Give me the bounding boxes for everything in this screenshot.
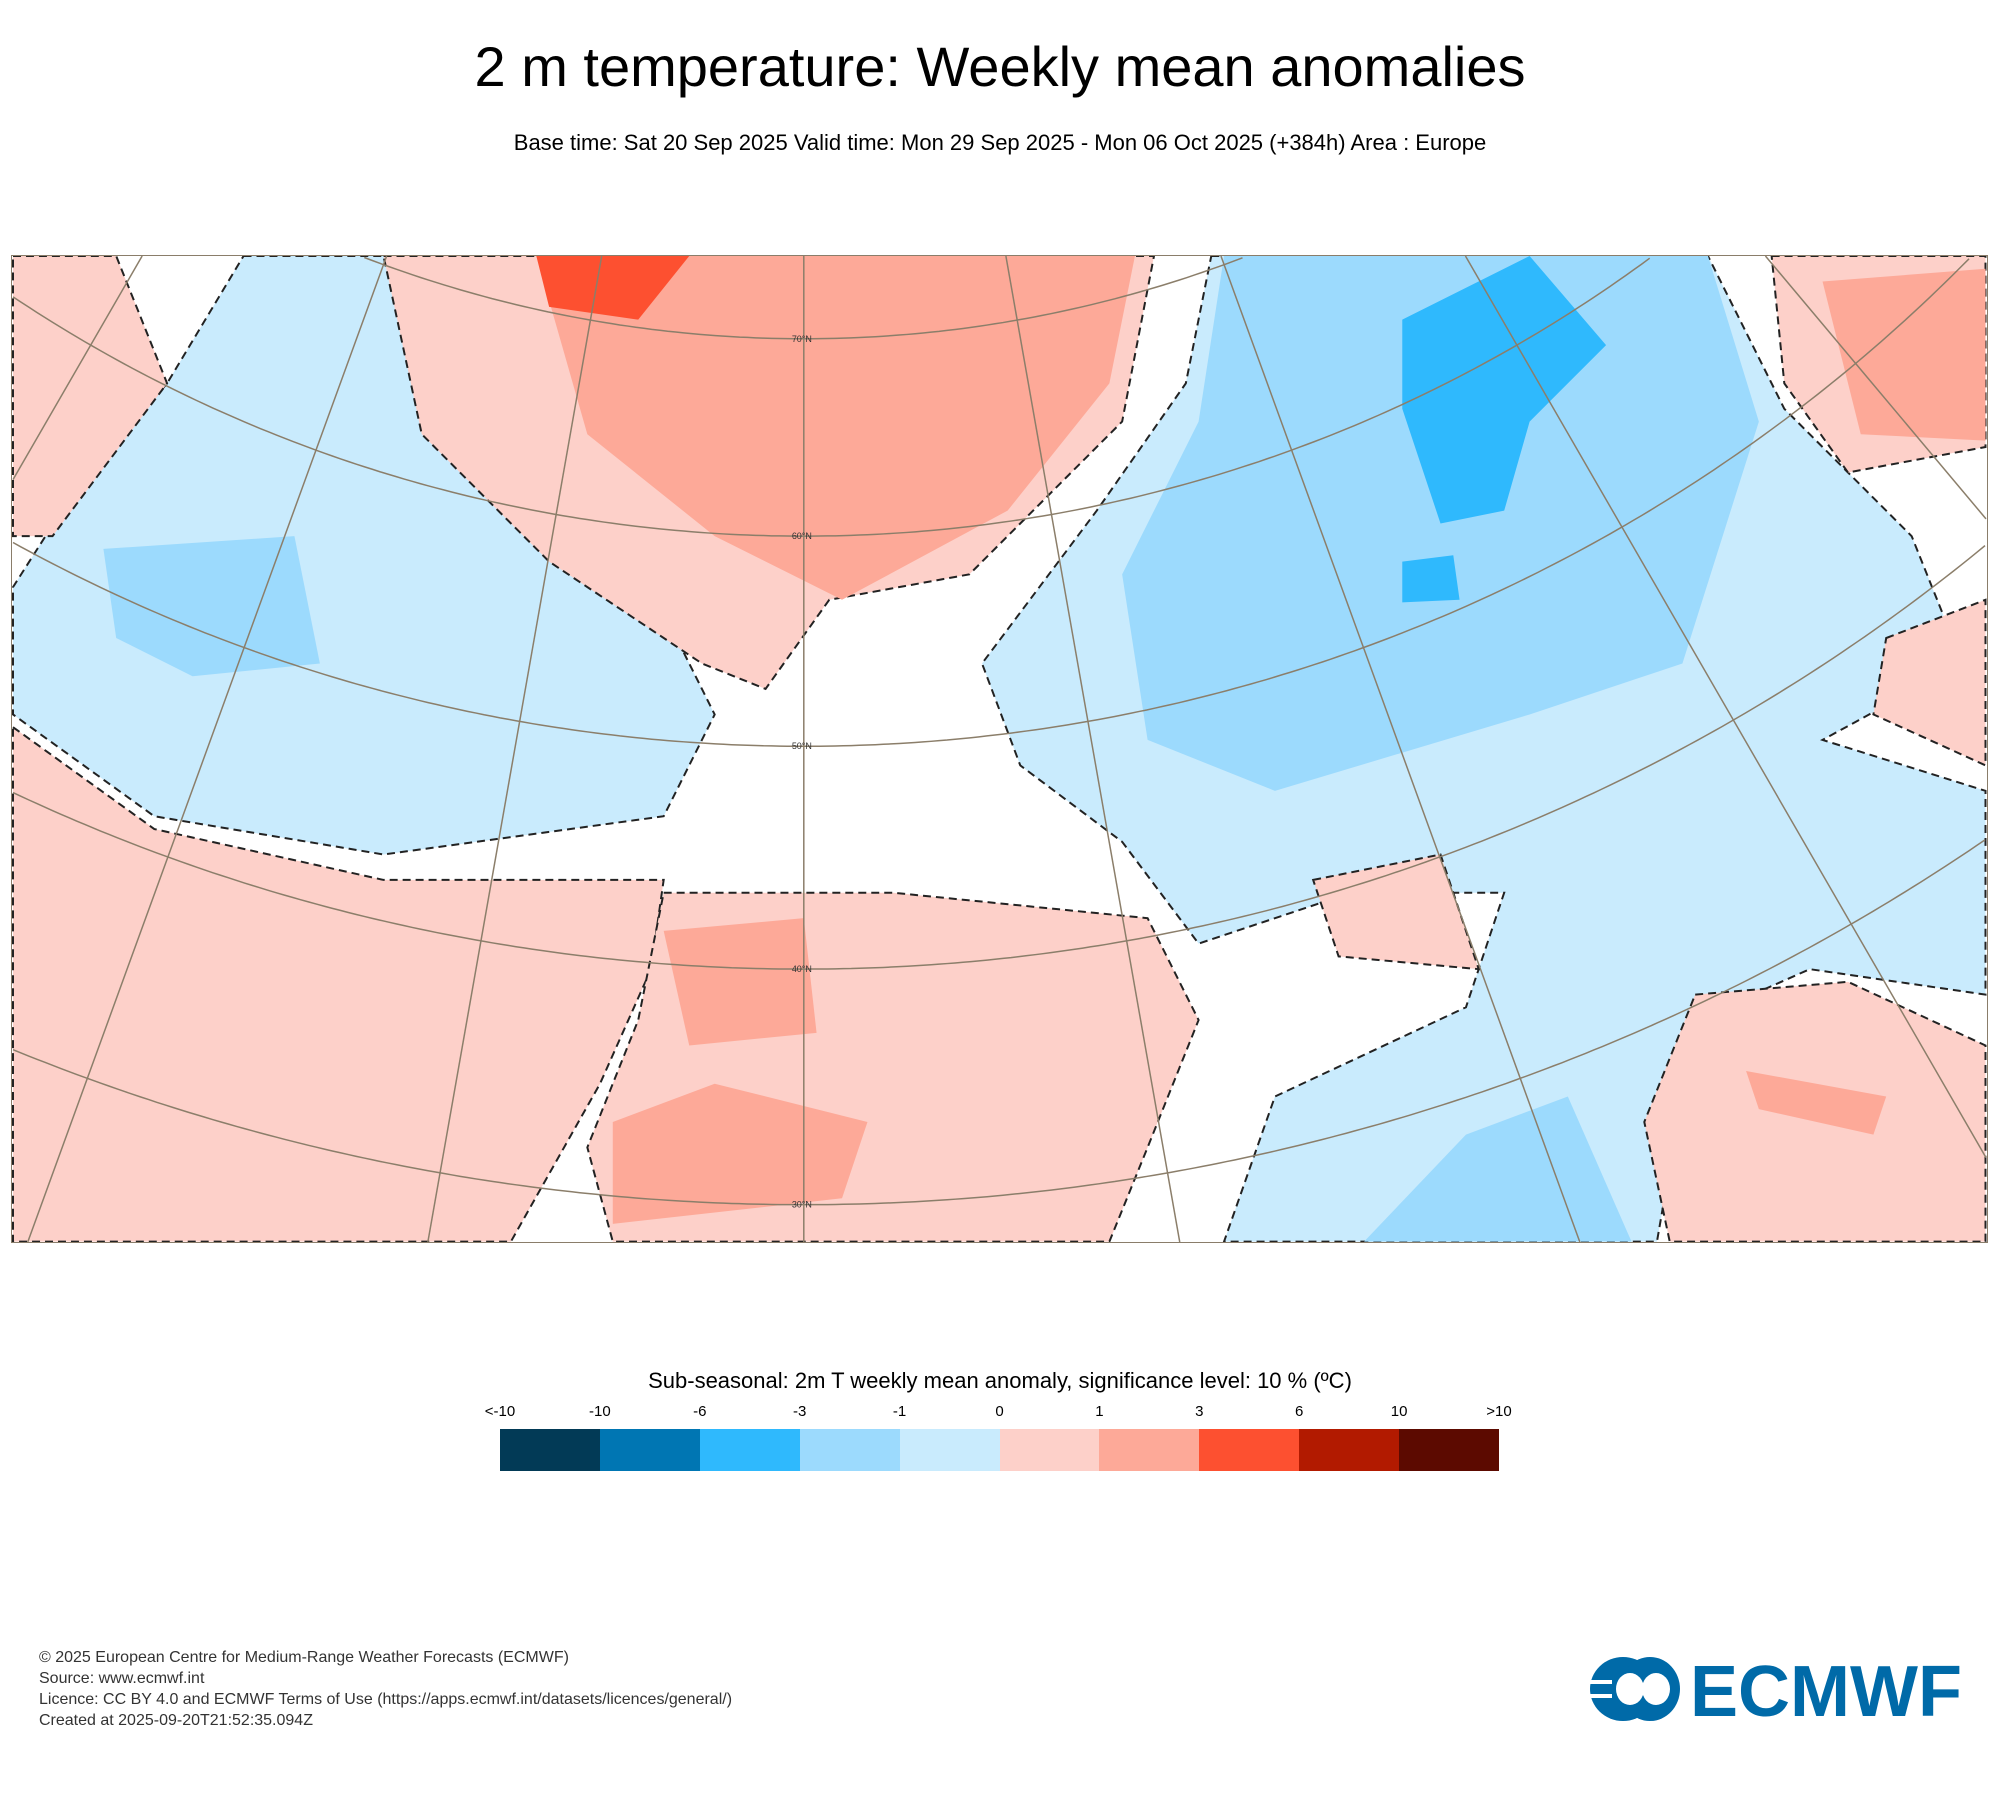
legend-tick-label: 10 <box>1390 1403 1408 1420</box>
legend-tick-label: 3 <box>1195 1403 1204 1420</box>
latitude-line <box>12 258 1970 748</box>
anomaly-region-warm-strong <box>536 256 690 320</box>
legend-tick-label: 0 <box>995 1403 1004 1420</box>
legend-tick-label: 6 <box>1295 1403 1304 1420</box>
copyright-text: © 2025 European Centre for Medium-Range … <box>39 1649 569 1666</box>
latitude-line <box>12 839 1986 1206</box>
longitude-line <box>1005 256 1181 1242</box>
legend-title: Sub-seasonal: 2m T weekly mean anomaly, … <box>648 1368 1352 1393</box>
legend-swatch <box>699 1429 800 1471</box>
anomaly-region-warm <box>1311 853 1481 971</box>
legend-swatch <box>1399 1429 1500 1471</box>
graticule <box>12 256 1987 1242</box>
legend-swatch <box>899 1429 1000 1471</box>
legend-swatch <box>1199 1429 1300 1471</box>
legend-swatch <box>599 1429 700 1471</box>
longitude-line <box>427 256 603 1242</box>
longitude-line <box>1764 256 1987 520</box>
legend-tick-label: -1 <box>892 1403 907 1420</box>
legend-swatch <box>999 1429 1100 1471</box>
latitude-line <box>12 545 1986 970</box>
ecmwf-logo: ECMWF <box>1590 1656 1962 1722</box>
legend-labels: <-10 -10 -6 -3 -1 0 1 3 6 10 >10 <box>0 1403 2000 1423</box>
licence-text: Licence: CC BY 4.0 and ECMWF Terms of Us… <box>39 1691 733 1708</box>
anomaly-region-cool-moderate <box>103 536 320 677</box>
legend-tick-label: 1 <box>1095 1403 1104 1420</box>
legend-swatch <box>1099 1429 1200 1471</box>
map-canvas: 70°N 60°N 50°N 40°N 30°N <box>12 256 1987 1242</box>
anomaly-region-warm <box>12 256 169 538</box>
anomaly-region-cool-moderate <box>1364 1096 1632 1242</box>
anomaly-region-cold <box>1402 555 1460 603</box>
longitude-line <box>1464 256 1987 1158</box>
anomaly-region-cool <box>12 256 716 856</box>
longitude-line <box>1220 256 1581 1242</box>
created-text: Created at 2025-09-20T21:52:35.094Z <box>39 1712 313 1729</box>
source-text: Source: www.ecmwf.int <box>39 1670 205 1687</box>
legend-tick-label: <-10 <box>484 1403 516 1420</box>
longitude-line <box>12 256 143 481</box>
legend-swatch <box>500 1429 600 1471</box>
anomaly-region-warm <box>1872 598 1987 767</box>
legend-colorbar <box>500 1429 1500 1471</box>
latitude-label: 50°N <box>792 741 812 751</box>
legend-tick-label: -6 <box>693 1403 707 1420</box>
legend-tick-label: -10 <box>589 1403 611 1420</box>
anomaly-region-warm-moderate <box>1822 268 1986 441</box>
footer-credits: © 2025 European Centre for Medium-Range … <box>39 1647 732 1731</box>
legend-tick-label: >10 <box>1486 1403 1512 1420</box>
longitude-line <box>27 256 388 1242</box>
latitude-line <box>12 257 1651 537</box>
latitude-label: 40°N <box>792 964 812 974</box>
latitude-label: 70°N <box>792 334 812 344</box>
svg-text:ECMWF: ECMWF <box>1690 1656 1962 1722</box>
legend-tick-label: -3 <box>793 1403 807 1420</box>
legend-swatch <box>1299 1429 1400 1471</box>
latitude-label: 60°N <box>792 531 812 541</box>
anomaly-map: 70°N 60°N 50°N 40°N 30°N <box>11 255 1988 1243</box>
anomaly-region-warm-moderate <box>663 918 817 1046</box>
chart-subtitle: Base time: Sat 20 Sep 2025 Valid time: M… <box>513 130 1487 155</box>
chart-title: 2 m temperature: Weekly mean anomalies <box>474 35 1526 98</box>
anomaly-region-warm-moderate <box>1746 1070 1887 1135</box>
anomaly-region-warm-moderate <box>536 256 1135 600</box>
latitude-label: 30°N <box>792 1200 812 1210</box>
legend-swatch <box>799 1429 900 1471</box>
